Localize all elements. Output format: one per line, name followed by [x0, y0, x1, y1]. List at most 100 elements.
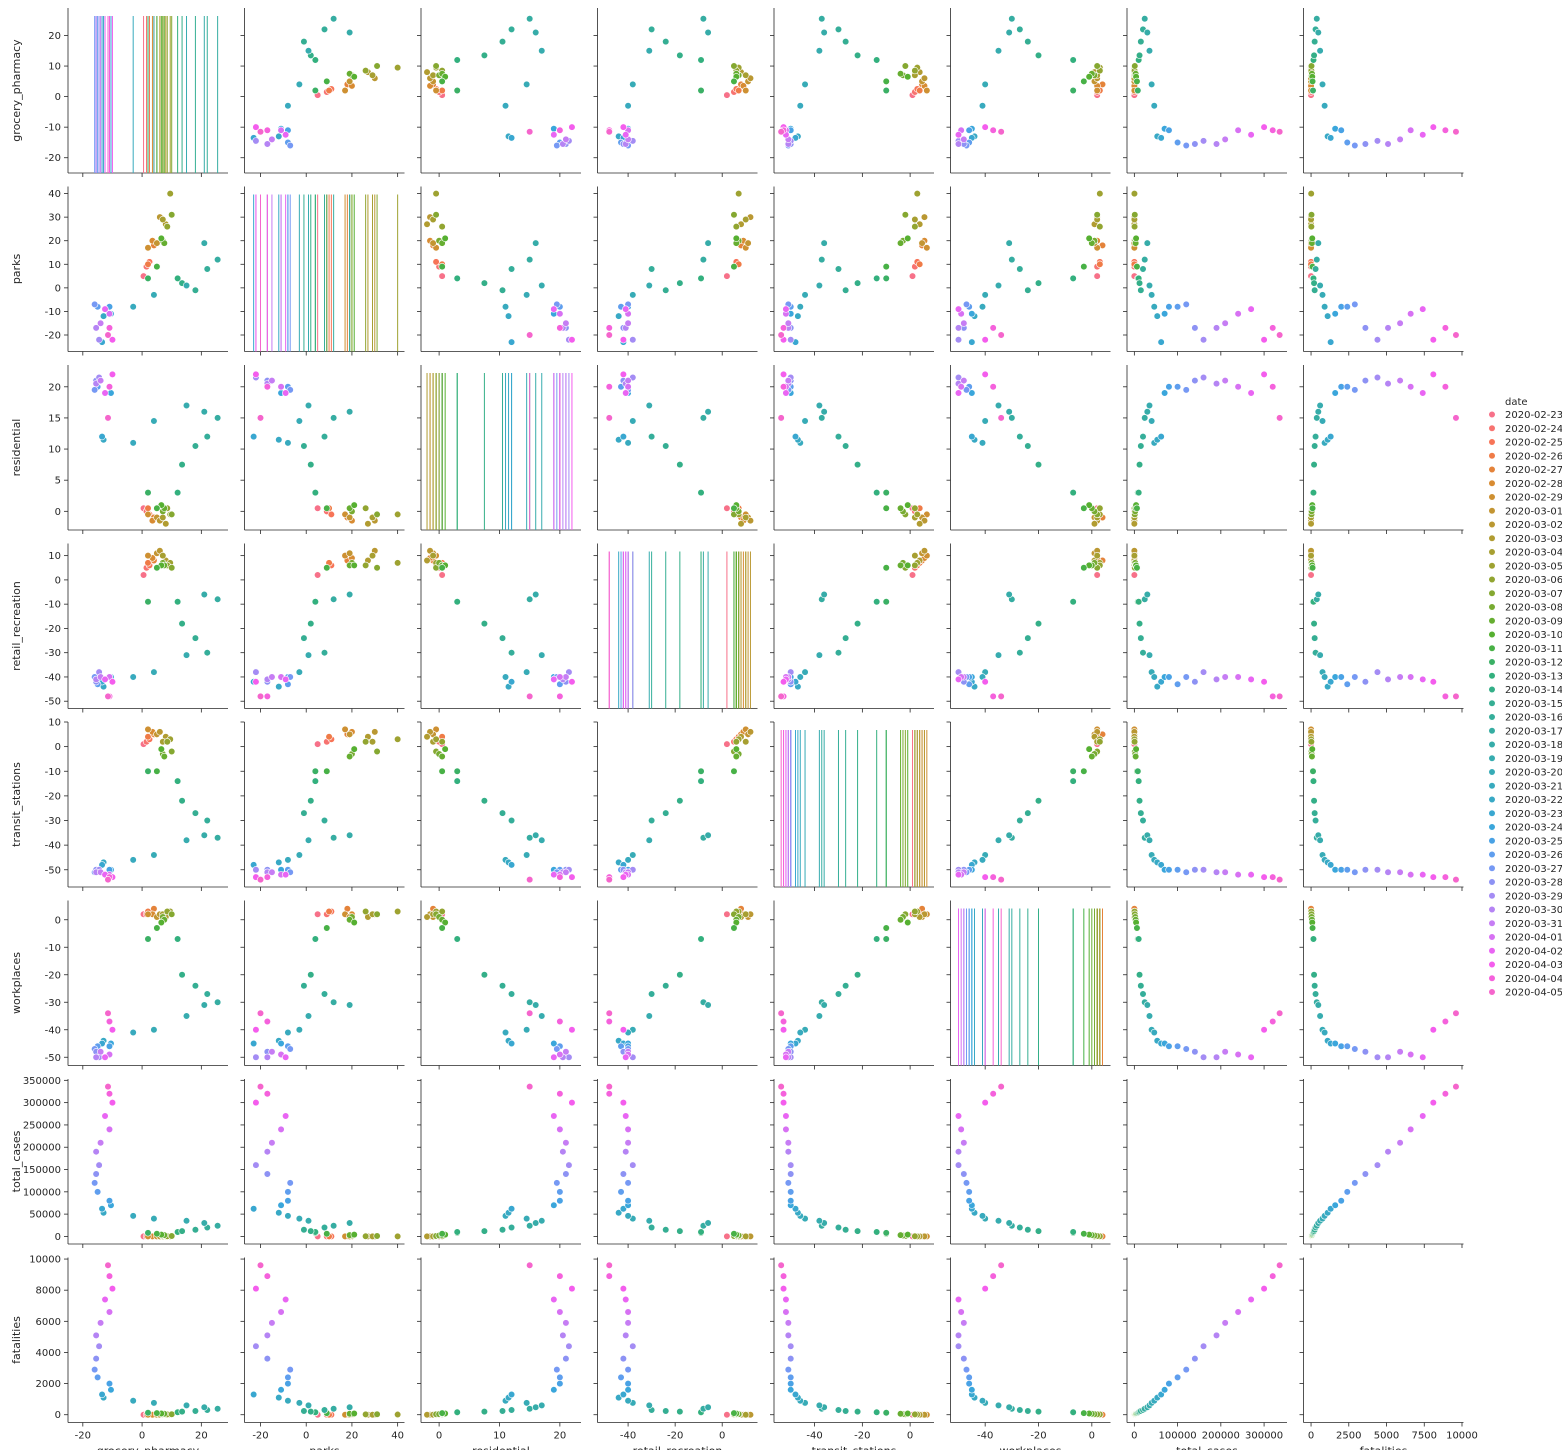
scatter-point — [820, 1001, 828, 1009]
panel-total_cases-vs-transit_stations — [770, 1079, 934, 1248]
scatter-point — [277, 1125, 285, 1133]
scatter-point — [954, 324, 963, 332]
scatter-point — [263, 1053, 271, 1061]
scatter-point — [1135, 935, 1143, 943]
scatter-point — [1137, 809, 1145, 817]
scatter-point — [438, 272, 446, 280]
scatter-point — [1016, 1223, 1024, 1232]
scatter-point — [1321, 673, 1329, 681]
scatter-point — [104, 876, 112, 884]
legend-entry: 2020-03-21 — [1505, 781, 1562, 792]
scatter-point — [954, 1331, 963, 1339]
x-tick-label: 20 — [195, 1431, 208, 1442]
scatter-point — [1085, 501, 1093, 509]
scatter-point — [815, 1012, 823, 1020]
scatter-point — [1093, 571, 1101, 579]
scatter-point — [1212, 675, 1221, 683]
scatter-point — [1331, 389, 1339, 397]
scatter-point — [1314, 28, 1322, 37]
legend-marker — [1488, 575, 1496, 584]
scatter-point — [252, 1161, 260, 1169]
scatter-point — [1221, 1319, 1229, 1327]
legend-marker — [1488, 479, 1496, 487]
scatter-point — [1407, 1050, 1415, 1059]
y-tick-label: 150000 — [23, 1165, 61, 1176]
scatter-point — [105, 1379, 114, 1388]
x-tick-label: -40 — [977, 1431, 993, 1442]
scatter-point — [144, 260, 152, 268]
scatter-point — [648, 1223, 656, 1232]
scatter-point — [550, 1386, 558, 1394]
scatter-point — [1080, 77, 1088, 85]
scatter-point — [263, 126, 271, 134]
scatter-point — [523, 291, 531, 299]
scatter-point — [1135, 598, 1143, 606]
panel-fatalities-vs-workplaces: -40 -20 0 workplaces — [946, 1257, 1111, 1450]
scatter-point — [1407, 383, 1415, 391]
scatter-point — [1024, 286, 1032, 294]
scatter-point — [92, 1331, 100, 1339]
scatter-point — [94, 1373, 102, 1381]
scatter-point — [818, 414, 826, 422]
scatter-point — [256, 876, 265, 884]
scatter-point — [1276, 1261, 1284, 1269]
scatter-point — [853, 1227, 862, 1235]
scatter-point — [801, 291, 809, 299]
scatter-point — [144, 510, 152, 519]
scatter-point — [1441, 1090, 1449, 1098]
panel-workplaces-vs-total_cases — [1123, 900, 1287, 1070]
scatter-point — [676, 971, 684, 979]
scatter-point — [1034, 619, 1043, 628]
y-tick-label: 250000 — [23, 1120, 61, 1131]
scatter-point — [1008, 15, 1016, 23]
legend-marker — [1488, 424, 1496, 432]
y-tick-label: 10 — [48, 62, 61, 73]
legend-marker — [1488, 410, 1496, 419]
y-tick-label: 8000 — [36, 1286, 61, 1297]
scatter-point — [284, 1028, 292, 1037]
scatter-point — [1452, 331, 1460, 339]
legend-entry: 2020-02-28 — [1505, 479, 1562, 490]
scatter-point — [1311, 816, 1320, 825]
scatter-point — [730, 1230, 738, 1238]
scatter-point — [507, 990, 516, 998]
scatter-point — [150, 851, 158, 859]
scatter-point — [622, 1053, 630, 1061]
scatter-point — [252, 678, 260, 686]
scatter-point — [394, 63, 402, 72]
scatter-point — [346, 752, 354, 761]
legend-entry: 2020-03-07 — [1505, 589, 1562, 600]
scatter-point — [605, 1017, 613, 1026]
y-tick-label: 4000 — [36, 1348, 61, 1359]
scatter-point — [523, 1026, 531, 1034]
scatter-point — [1024, 634, 1032, 642]
x-tick-label: -20 — [1030, 1431, 1046, 1442]
scatter-point — [394, 510, 402, 519]
scatter-point — [160, 752, 168, 761]
scatter-point — [453, 274, 461, 283]
scatter-point — [784, 376, 792, 385]
panel-retail_recreation-vs-parks — [240, 543, 405, 713]
scatter-point — [1318, 417, 1327, 425]
scatter-point — [498, 982, 507, 990]
scatter-point — [662, 286, 670, 294]
legend-entry: 2020-03-31 — [1505, 919, 1562, 930]
scatter-point — [263, 1090, 271, 1098]
scatter-point — [556, 873, 564, 881]
scatter-point — [532, 1219, 540, 1227]
panel-parks-vs-transit_stations — [770, 186, 934, 356]
scatter-point — [1182, 386, 1190, 394]
scatter-point — [526, 1222, 534, 1230]
scatter-point — [282, 675, 290, 683]
scatter-point — [311, 86, 319, 95]
scatter-point — [441, 745, 449, 753]
scatter-point — [432, 735, 440, 743]
y-axis-label: workplaces — [10, 952, 23, 1014]
scatter-point — [1419, 675, 1427, 683]
scatter-point — [1234, 383, 1242, 391]
scatter-point — [429, 552, 437, 560]
scatter-point — [105, 383, 114, 391]
scatter-point — [214, 1222, 222, 1230]
scatter-point — [553, 141, 561, 150]
scatter-point — [901, 211, 909, 219]
